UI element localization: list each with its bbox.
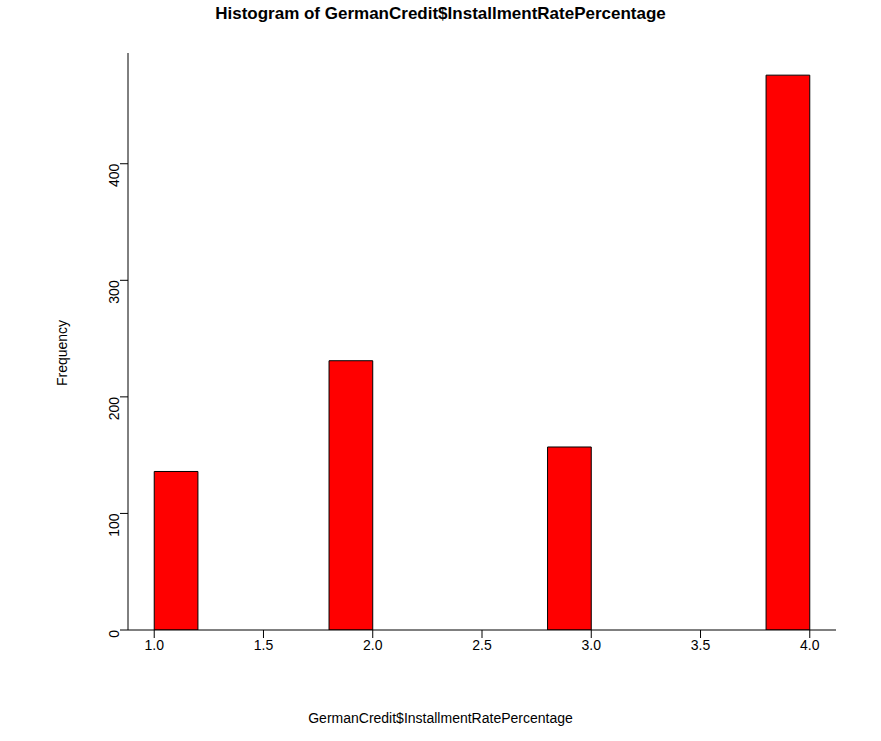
- svg-text:2.5: 2.5: [472, 637, 492, 653]
- svg-text:0: 0: [106, 630, 122, 638]
- svg-text:1.0: 1.0: [144, 637, 164, 653]
- svg-text:1.5: 1.5: [254, 637, 274, 653]
- svg-text:3.5: 3.5: [691, 637, 711, 653]
- svg-text:4.0: 4.0: [800, 637, 820, 653]
- svg-text:100: 100: [106, 513, 122, 537]
- html-text:Histogram of GermanCredit$Inst: Histogram of GermanCredit$InstallmentRat…: [215, 4, 666, 23]
- html-text:Frequency: Frequency: [54, 319, 70, 387]
- svg-text:300: 300: [106, 280, 122, 304]
- svg-text:2.0: 2.0: [363, 637, 383, 653]
- svg-text:3.0: 3.0: [582, 637, 602, 653]
- svg-text:400: 400: [106, 164, 122, 188]
- html-text:GermanCredit$InstallmentRatePe: GermanCredit$InstallmentRatePercentage: [308, 710, 573, 726]
- svg-text:200: 200: [106, 397, 122, 421]
